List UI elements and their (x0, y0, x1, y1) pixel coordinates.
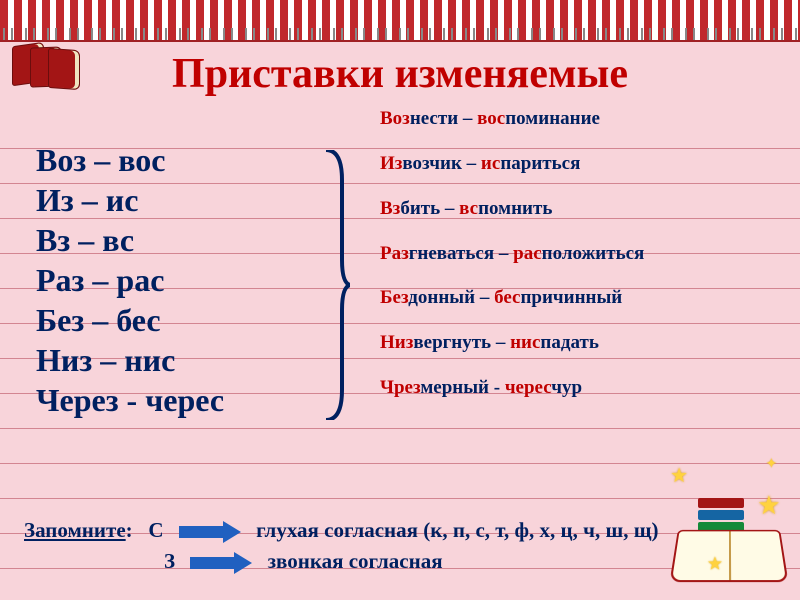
star-icon: ★ (707, 552, 723, 575)
arrow-icon (190, 554, 252, 572)
prefix-pair: Из – ис (36, 180, 224, 220)
star-icon: ✦ (766, 455, 778, 473)
letter-z: З (164, 549, 175, 573)
voiced-consonant-text: звонкая согласная (268, 549, 443, 573)
example-row: Извозчик – испариться (380, 153, 644, 175)
arrow-icon (179, 523, 241, 541)
prefix-pair: Воз – вос (36, 140, 224, 180)
deaf-consonants-text: глухая согласная (к, п, с, т, ф, х, ц, ч… (256, 518, 658, 542)
example-row: Взбить – вспомнить (380, 198, 644, 220)
example-row: Низвергнуть – ниспадать (380, 332, 644, 354)
prefix-pair: Низ – нис (36, 340, 224, 380)
books-decor-bottom-right: ★ ★ ★ ✦ (674, 494, 784, 584)
prefix-pair: Раз – рас (36, 260, 224, 300)
remember-block: Запомните: С глухая согласная (к, п, с, … (24, 518, 670, 580)
example-row: Разгневаться – расположиться (380, 243, 644, 265)
examples-list: Вознести – воспоминание Извозчик – испар… (380, 108, 644, 422)
prefix-pair: Вз – вс (36, 220, 224, 260)
star-icon: ★ (757, 489, 780, 522)
prefix-pair: Без – бес (36, 300, 224, 340)
example-row: Вознести – воспоминание (380, 108, 644, 130)
curly-brace-icon (320, 150, 350, 420)
prefix-pair: Через - черес (36, 380, 224, 420)
example-row: Чрезмерный - чересчур (380, 377, 644, 399)
letter-s: С (148, 518, 163, 542)
example-row: Бездонный – беспричинный (380, 287, 644, 309)
slide-title: Приставки изменяемые (0, 50, 800, 98)
remember-label: Запомните (24, 518, 126, 542)
star-icon: ★ (670, 463, 688, 488)
prefix-pairs-list: Воз – вос Из – ис Вз – вс Раз – рас Без … (36, 140, 224, 420)
spiral-binding (0, 0, 800, 42)
